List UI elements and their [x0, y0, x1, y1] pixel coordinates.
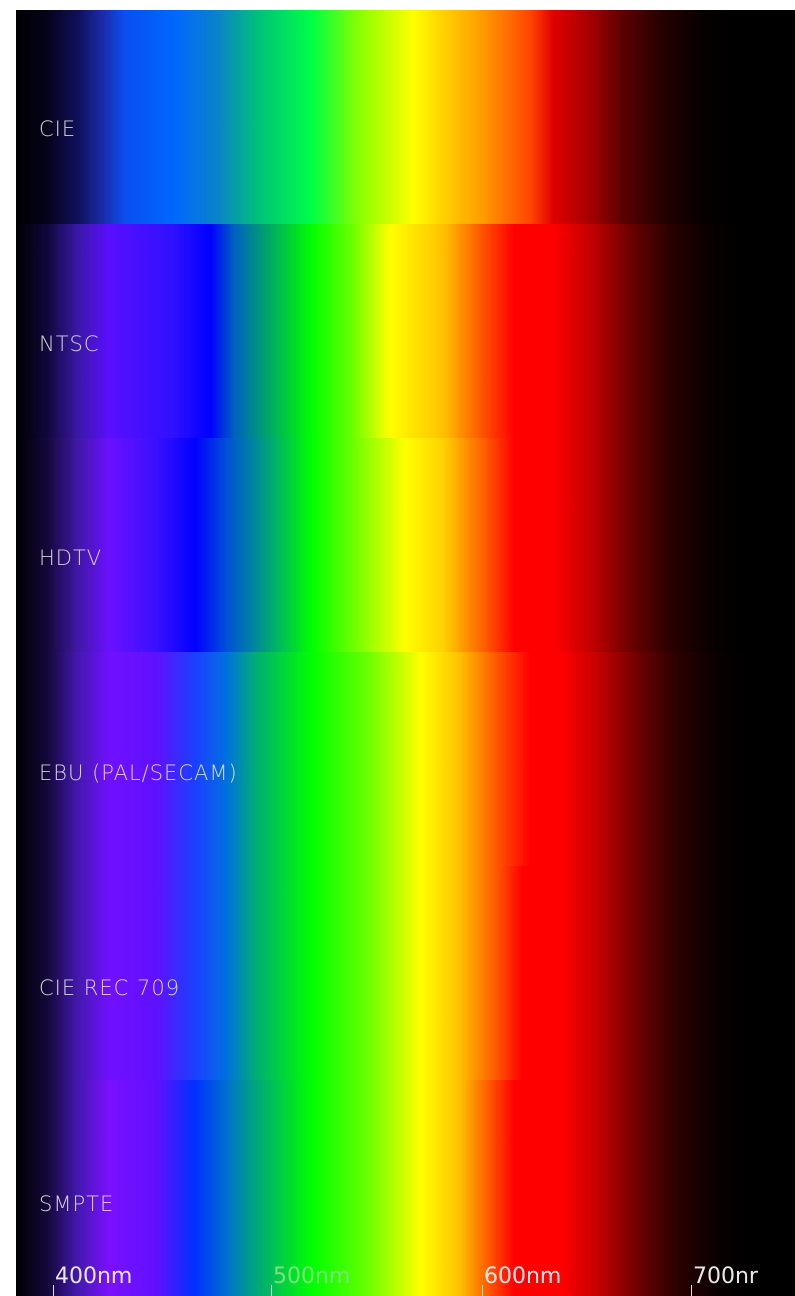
band-hdtv: HDTV	[16, 438, 795, 652]
tick-label-400: 400nm	[55, 1264, 133, 1289]
band-label-cie-rec-709: CIE REC 709	[39, 976, 181, 1000]
band-cie: CIE	[16, 10, 795, 224]
tick-700	[691, 1285, 692, 1296]
tick-label-500: 500nm	[273, 1264, 351, 1289]
tick-400	[53, 1285, 54, 1296]
band-cie-rec-709: CIE REC 709	[16, 866, 795, 1080]
tick-label-600: 600nm	[484, 1264, 562, 1289]
band-ntsc: NTSC	[16, 224, 795, 438]
band-label-cie: CIE	[39, 117, 77, 141]
tick-500	[271, 1285, 272, 1296]
band-label-hdtv: HDTV	[39, 546, 103, 570]
spectrum-canvas: CIE NTSC HDTV EBU (PAL/SECAM) CIE REC 70…	[16, 10, 795, 1296]
band-label-ntsc: NTSC	[39, 332, 100, 356]
band-label-smpte: SMPTE	[39, 1192, 115, 1216]
tick-label-700: 700nr	[693, 1264, 758, 1289]
band-label-ebu: EBU (PAL/SECAM)	[39, 761, 238, 785]
tick-600	[482, 1285, 483, 1296]
band-ebu: EBU (PAL/SECAM)	[16, 652, 795, 866]
band-smpte: SMPTE	[16, 1080, 795, 1296]
